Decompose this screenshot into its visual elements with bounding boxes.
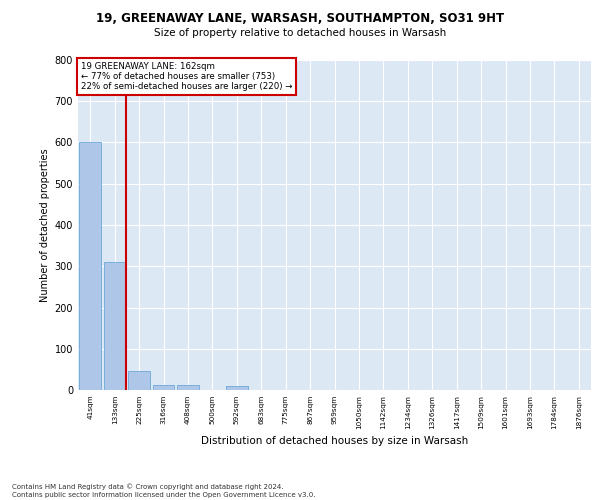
Bar: [128, 370, 150, 390]
X-axis label: Distribution of detached houses by size in Warsash: Distribution of detached houses by size …: [201, 436, 468, 446]
Bar: [152, 385, 175, 390]
Y-axis label: Number of detached properties: Number of detached properties: [40, 148, 50, 302]
Text: 19, GREENAWAY LANE, WARSASH, SOUTHAMPTON, SO31 9HT: 19, GREENAWAY LANE, WARSASH, SOUTHAMPTON…: [96, 12, 504, 26]
Bar: [226, 386, 248, 390]
Text: Contains HM Land Registry data © Crown copyright and database right 2024.
Contai: Contains HM Land Registry data © Crown c…: [12, 484, 316, 498]
Bar: [177, 385, 199, 390]
Bar: [104, 262, 125, 390]
Text: 19 GREENAWAY LANE: 162sqm
← 77% of detached houses are smaller (753)
22% of semi: 19 GREENAWAY LANE: 162sqm ← 77% of detac…: [80, 62, 292, 92]
Bar: [79, 142, 101, 390]
Text: Size of property relative to detached houses in Warsash: Size of property relative to detached ho…: [154, 28, 446, 38]
